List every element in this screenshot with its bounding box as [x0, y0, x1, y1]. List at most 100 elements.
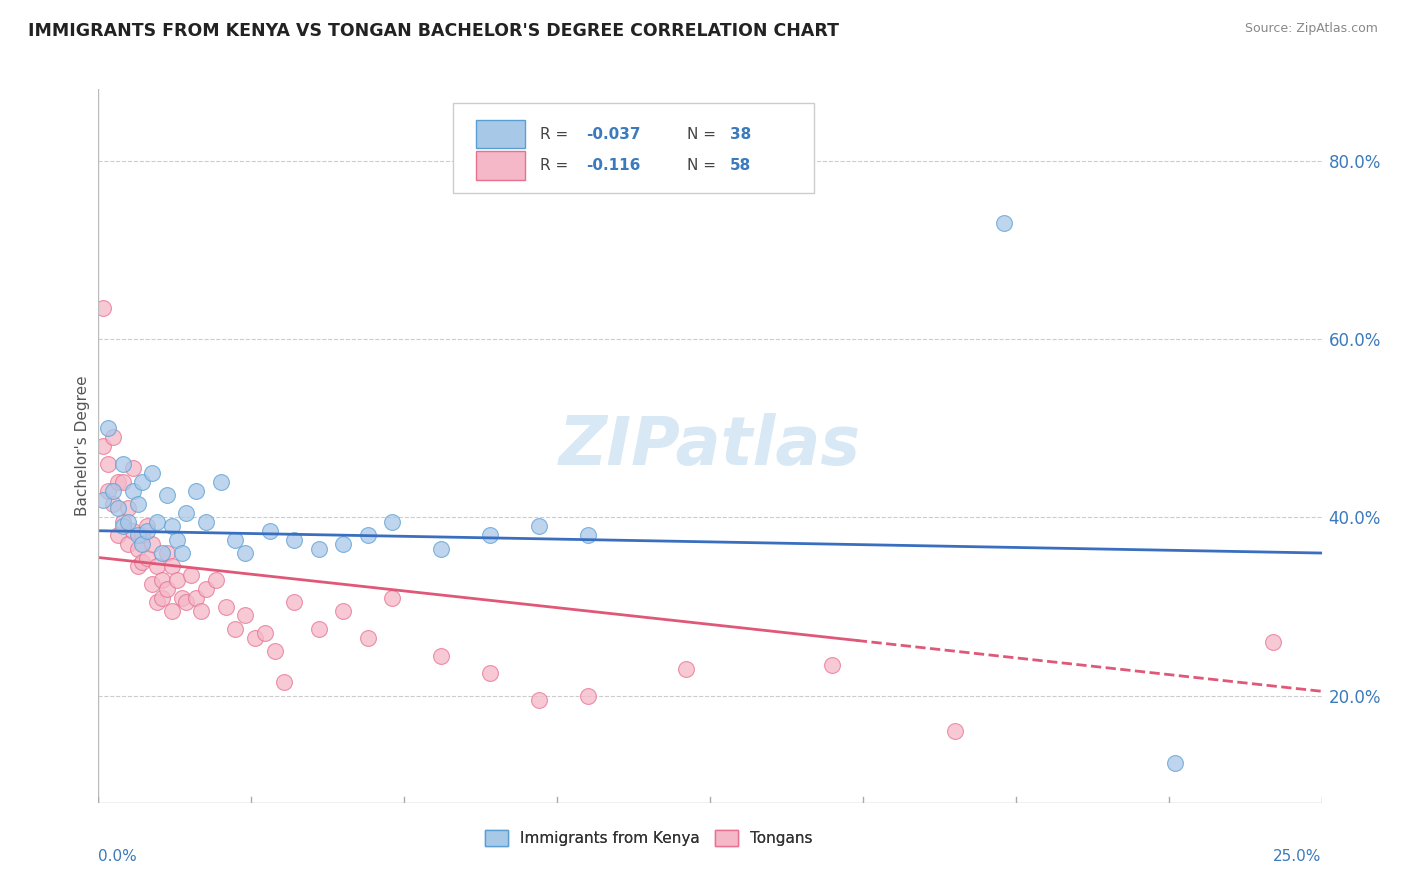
Point — [381, 515, 404, 529]
Point — [943, 724, 966, 739]
Point — [308, 541, 330, 556]
Text: 58: 58 — [730, 158, 751, 173]
Text: 0.0%: 0.0% — [98, 849, 138, 864]
Point — [170, 591, 193, 605]
Point — [160, 519, 183, 533]
Point — [233, 546, 256, 560]
Point — [478, 666, 501, 681]
Text: N =: N = — [686, 158, 721, 173]
Point — [150, 591, 173, 605]
Point — [166, 573, 188, 587]
Point — [253, 626, 276, 640]
Point — [131, 475, 153, 489]
Point — [821, 657, 844, 672]
Point — [121, 483, 143, 498]
Y-axis label: Bachelor's Degree: Bachelor's Degree — [75, 376, 90, 516]
Text: ZIPatlas: ZIPatlas — [560, 413, 860, 479]
Point — [117, 501, 139, 516]
Point — [127, 497, 149, 511]
Point — [131, 555, 153, 569]
Point — [121, 461, 143, 475]
Point — [273, 675, 295, 690]
Legend: Immigrants from Kenya, Tongans: Immigrants from Kenya, Tongans — [479, 824, 818, 852]
Point — [136, 550, 159, 565]
Point — [111, 515, 134, 529]
Point — [214, 599, 236, 614]
Point — [176, 506, 198, 520]
Text: 38: 38 — [730, 127, 751, 142]
Point — [224, 622, 246, 636]
Text: R =: R = — [540, 127, 574, 142]
FancyBboxPatch shape — [477, 152, 526, 180]
Point — [356, 631, 378, 645]
Point — [97, 483, 120, 498]
Point — [243, 631, 266, 645]
Point — [111, 519, 134, 533]
Point — [527, 519, 550, 533]
Point — [166, 533, 188, 547]
Point — [107, 475, 129, 489]
Point — [381, 591, 404, 605]
Point — [101, 430, 124, 444]
Point — [101, 497, 124, 511]
Point — [180, 568, 202, 582]
Point — [259, 524, 281, 538]
Point — [576, 689, 599, 703]
Point — [150, 573, 173, 587]
Point — [146, 595, 169, 609]
Point — [576, 528, 599, 542]
Point — [127, 541, 149, 556]
Text: -0.116: -0.116 — [586, 158, 641, 173]
Point — [131, 537, 153, 551]
Point — [195, 515, 218, 529]
Text: N =: N = — [686, 127, 721, 142]
Point — [141, 466, 163, 480]
Point — [131, 528, 153, 542]
Point — [527, 693, 550, 707]
Point — [430, 541, 453, 556]
Point — [141, 537, 163, 551]
Point — [209, 475, 232, 489]
Point — [136, 519, 159, 533]
Point — [176, 595, 198, 609]
Text: 25.0%: 25.0% — [1274, 849, 1322, 864]
Point — [91, 492, 114, 507]
Point — [1261, 635, 1284, 649]
Point — [101, 483, 124, 498]
Point — [263, 644, 285, 658]
Point — [146, 515, 169, 529]
Point — [97, 457, 120, 471]
Point — [170, 546, 193, 560]
Point — [121, 524, 143, 538]
Point — [127, 559, 149, 574]
Point — [97, 421, 120, 435]
Point — [224, 533, 246, 547]
Point — [141, 577, 163, 591]
Point — [993, 216, 1015, 230]
Point — [478, 528, 501, 542]
Text: R =: R = — [540, 158, 574, 173]
Point — [150, 546, 173, 560]
Point — [107, 528, 129, 542]
FancyBboxPatch shape — [453, 103, 814, 193]
Point — [430, 648, 453, 663]
Point — [190, 604, 212, 618]
Point — [127, 528, 149, 542]
Point — [111, 457, 134, 471]
Point — [1164, 756, 1187, 770]
Text: IMMIGRANTS FROM KENYA VS TONGAN BACHELOR'S DEGREE CORRELATION CHART: IMMIGRANTS FROM KENYA VS TONGAN BACHELOR… — [28, 22, 839, 40]
Point — [186, 591, 208, 605]
Point — [356, 528, 378, 542]
Point — [195, 582, 218, 596]
Point — [117, 515, 139, 529]
Point — [91, 301, 114, 315]
Point — [308, 622, 330, 636]
Point — [107, 501, 129, 516]
Point — [332, 604, 354, 618]
Point — [136, 524, 159, 538]
Point — [91, 439, 114, 453]
Text: -0.037: -0.037 — [586, 127, 641, 142]
Point — [160, 559, 183, 574]
Point — [233, 608, 256, 623]
Point — [283, 595, 305, 609]
